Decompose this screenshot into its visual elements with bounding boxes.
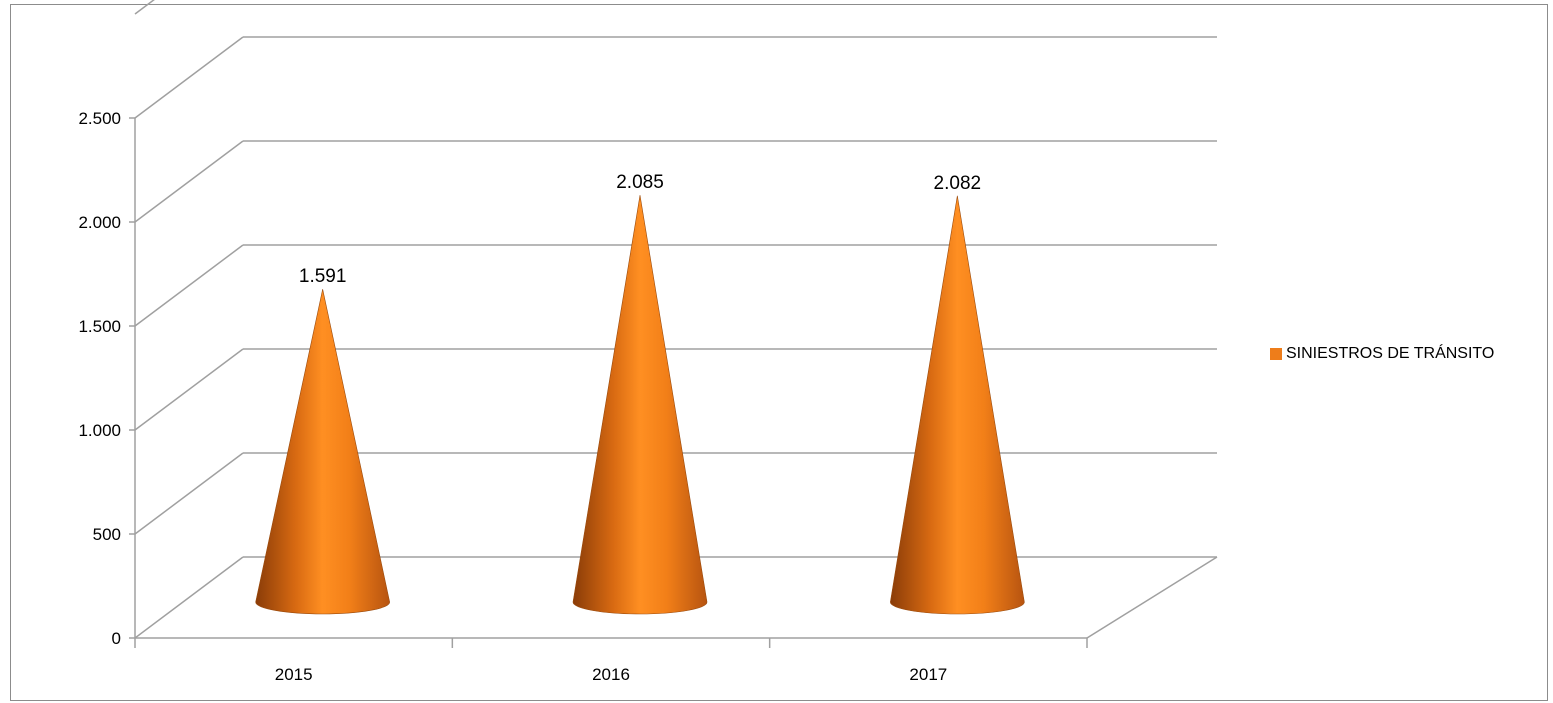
y-tick-label: 1.000 [78, 421, 121, 440]
legend-swatch [1270, 348, 1282, 360]
cone-bar [572, 195, 708, 615]
legend-label: SINIESTROS DE TRÁNSITO [1286, 345, 1495, 362]
gridline-side [134, 0, 155, 15]
gridline-side [134, 36, 244, 119]
gridline-side [134, 452, 244, 535]
y-tick-label: 1.500 [78, 317, 121, 336]
cone-bar [890, 195, 1025, 615]
gridline-side [134, 348, 244, 431]
y-tick-label: 0 [112, 629, 121, 648]
gridline-side [134, 244, 244, 327]
data-label: 1.591 [299, 266, 347, 287]
x-tick-label: 2016 [592, 665, 630, 684]
legend: SINIESTROS DE TRÁNSITO [1270, 345, 1494, 363]
y-tick-label: 500 [93, 525, 121, 544]
floor-edge [1086, 556, 1218, 639]
gridline-side [134, 140, 244, 223]
y-tick-label: 2.000 [78, 213, 121, 232]
y-tick-label: 2.500 [78, 109, 121, 128]
x-tick-label: 2017 [909, 665, 947, 684]
cone-bar [255, 289, 390, 615]
data-label: 2.085 [616, 172, 664, 193]
gridline-side [134, 556, 244, 639]
x-tick-label: 2015 [275, 665, 313, 684]
data-label: 2.082 [934, 173, 982, 194]
